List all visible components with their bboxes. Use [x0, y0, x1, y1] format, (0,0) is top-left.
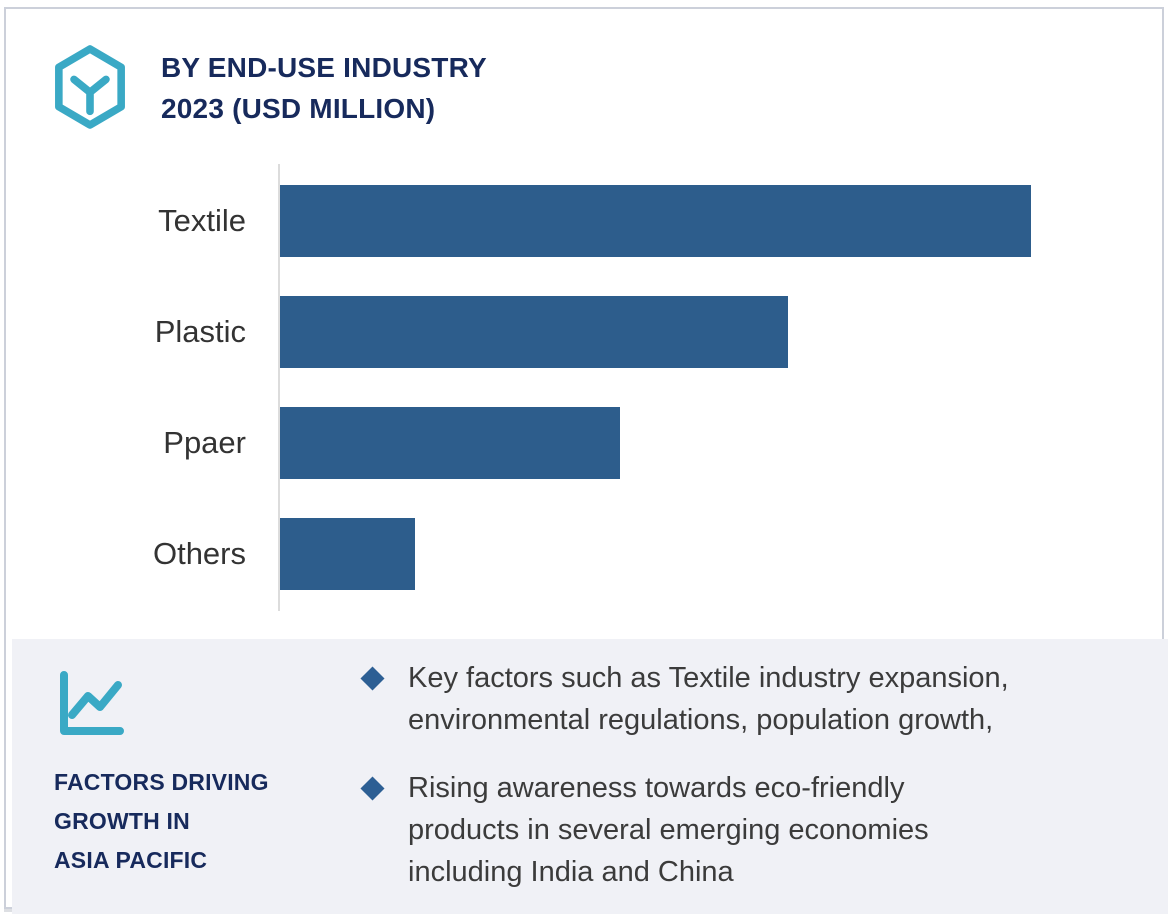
bar-ppaer — [280, 407, 620, 479]
bullet-item: Key factors such as Textile industry exp… — [358, 657, 1148, 741]
chart-row: Textile — [6, 185, 1166, 257]
bar-textile — [280, 185, 1031, 257]
chart-row: Plastic — [6, 296, 1166, 368]
chart-row: Others — [6, 518, 1166, 590]
chart-row: Ppaer — [6, 407, 1166, 479]
factors-bullet-list: Key factors such as Textile industry exp… — [358, 657, 1148, 918]
line-chart-icon — [60, 671, 124, 735]
bar-plastic — [280, 296, 788, 368]
report-card: BY END-USE INDUSTRY 2023 (USD MILLION) T… — [4, 7, 1168, 914]
chart-axis-line — [278, 164, 280, 611]
category-label-ppaer: Ppaer — [163, 425, 246, 460]
diamond-bullet-icon — [360, 776, 385, 801]
hexagon-box-icon — [55, 45, 125, 129]
bullet-text: Key factors such as Textile industry exp… — [408, 662, 1009, 736]
bullet-item: Rising awareness towards eco-friendly pr… — [358, 767, 1148, 893]
factors-panel: FACTORS DRIVING GROWTH IN ASIA PACIFIC K… — [12, 639, 1168, 914]
diamond-bullet-icon — [360, 666, 385, 691]
bullet-text: Rising awareness towards eco-friendly pr… — [408, 772, 929, 888]
category-label-textile: Textile — [158, 203, 246, 238]
bar-others — [280, 518, 415, 590]
category-label-plastic: Plastic — [154, 314, 246, 349]
factors-heading: FACTORS DRIVING GROWTH IN ASIA PACIFIC — [54, 769, 269, 873]
category-label-others: Others — [152, 536, 246, 571]
page-title: BY END-USE INDUSTRY 2023 (USD MILLION) — [161, 52, 487, 124]
